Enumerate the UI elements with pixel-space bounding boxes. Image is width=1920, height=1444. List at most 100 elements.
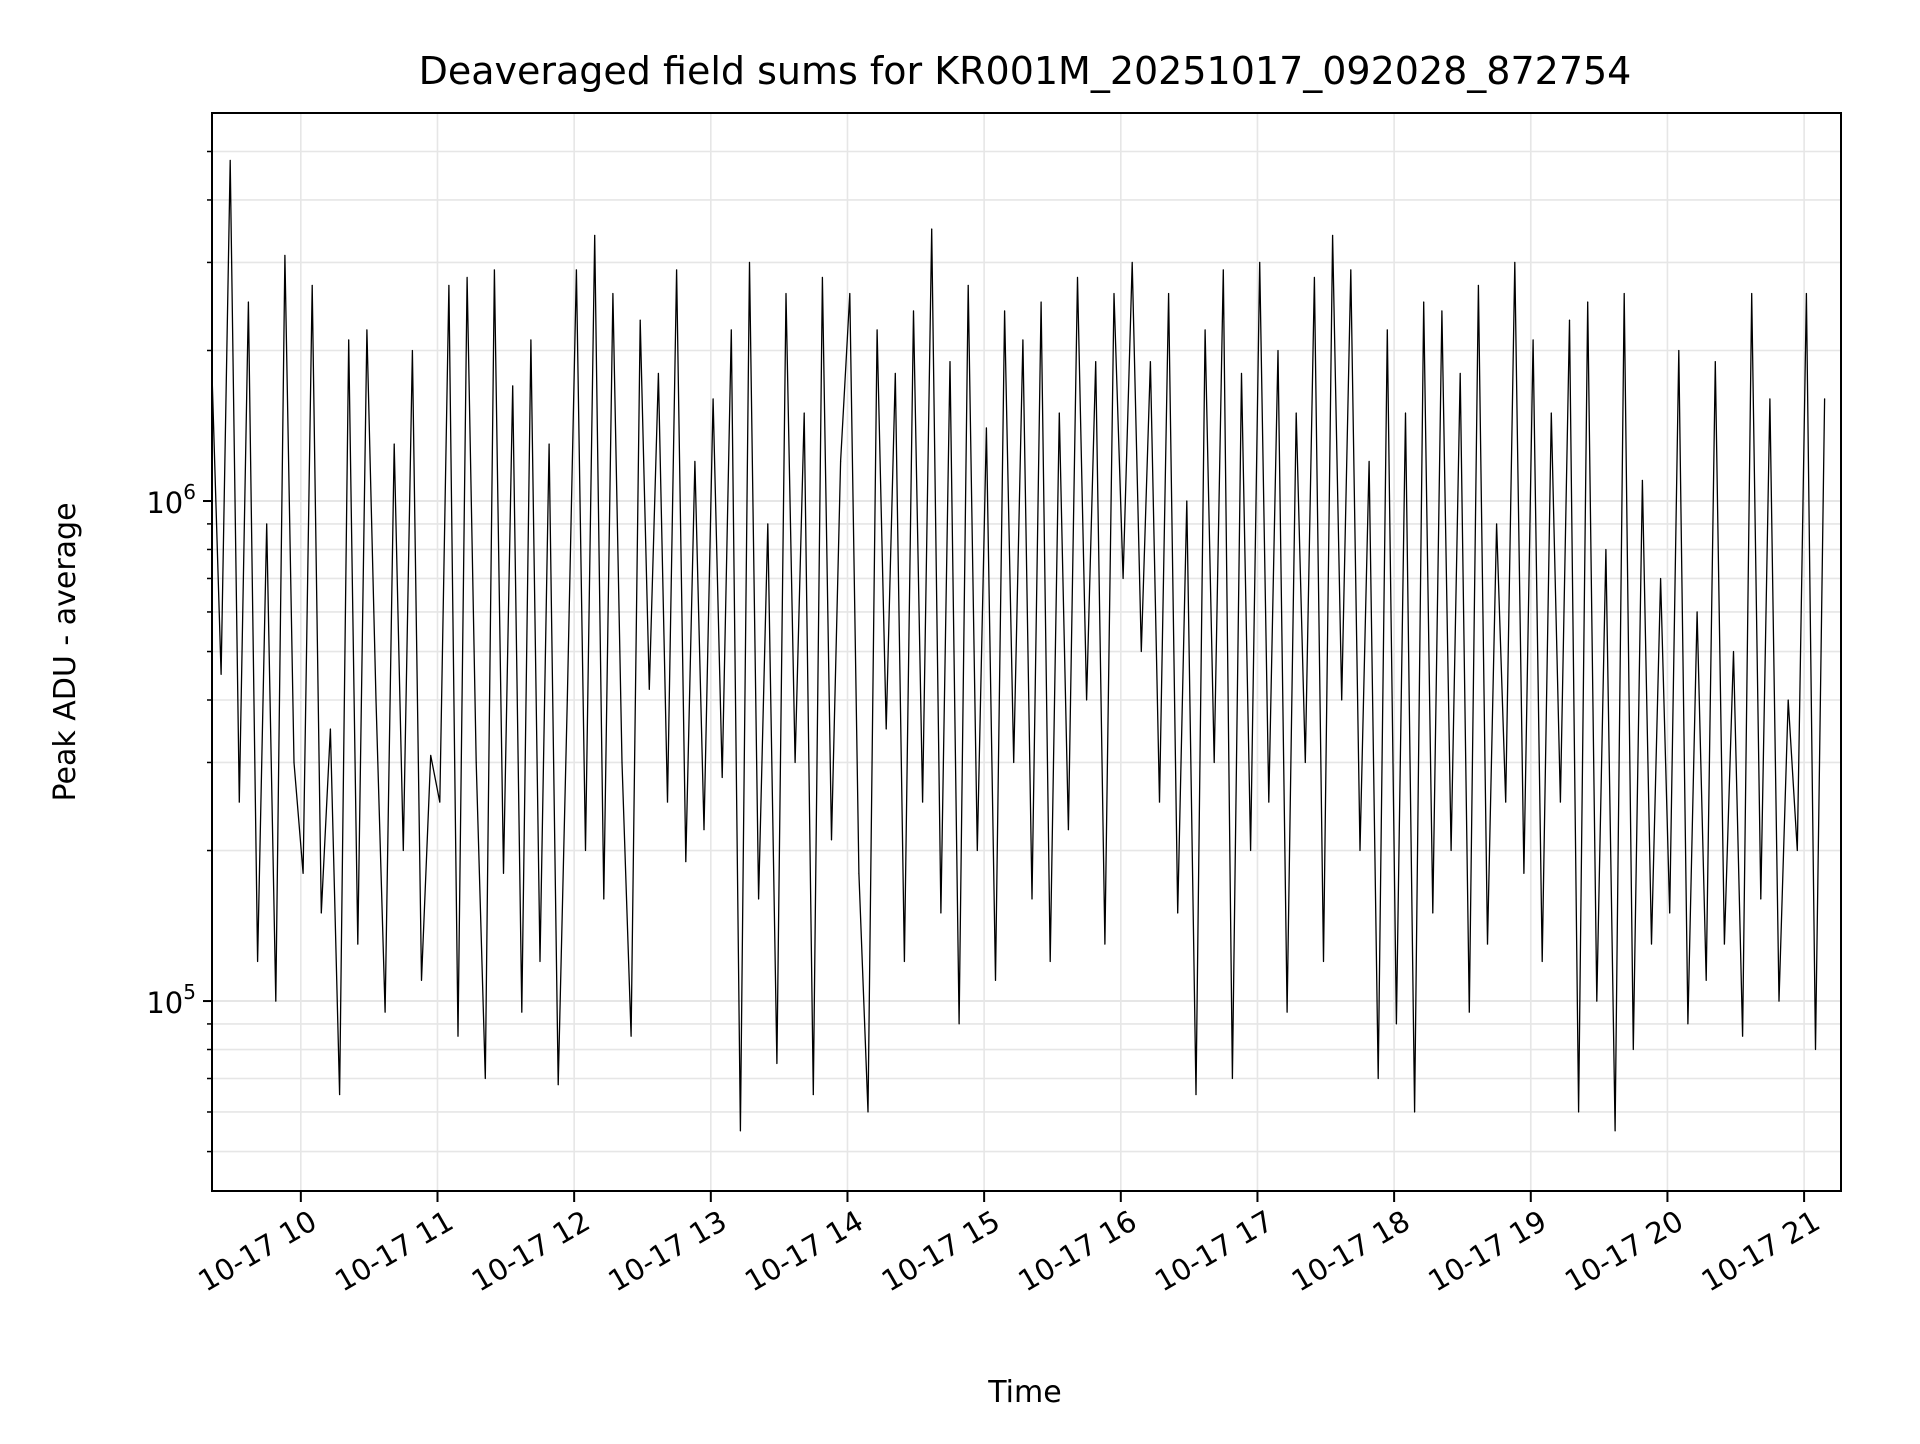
data-point <box>1723 943 1725 945</box>
data-point <box>940 912 942 914</box>
data-point <box>302 872 304 875</box>
data-point <box>1240 372 1243 374</box>
data-point <box>1787 699 1789 701</box>
data-point <box>1824 398 1826 400</box>
data-point <box>329 728 331 730</box>
data-point <box>1295 412 1297 414</box>
data-point <box>1204 329 1206 331</box>
data-point <box>603 898 605 900</box>
data-point <box>1532 339 1534 341</box>
data-point <box>1614 1130 1616 1132</box>
data-point <box>967 284 969 286</box>
data-point <box>1186 500 1188 502</box>
data-point <box>1268 801 1270 803</box>
data-point <box>1104 943 1106 945</box>
data-point <box>1541 960 1543 963</box>
data-point <box>931 228 933 230</box>
data-point <box>1304 761 1306 764</box>
data-point <box>1395 1023 1397 1025</box>
data-point <box>1332 234 1334 236</box>
data-point <box>739 1130 742 1132</box>
data-point <box>1732 650 1735 653</box>
data-point <box>994 979 997 982</box>
data-point <box>1222 269 1224 271</box>
data-point <box>767 523 769 525</box>
data-point <box>1131 261 1133 263</box>
data-point <box>548 443 550 445</box>
data-point <box>1514 261 1516 263</box>
x-tick-label: 10-17 19 <box>1422 1204 1552 1299</box>
data-point <box>1578 1111 1580 1113</box>
y-axis-label: Peak ADU - average <box>48 502 83 801</box>
data-point <box>1168 292 1170 295</box>
data-point <box>1587 301 1589 303</box>
data-point <box>1313 276 1315 278</box>
data-point <box>812 1094 814 1096</box>
data-point <box>694 460 696 462</box>
data-point <box>384 1011 386 1013</box>
data-point <box>1505 801 1507 803</box>
data-point <box>420 979 423 982</box>
x-tick-label: 10-17 13 <box>602 1204 732 1299</box>
data-point <box>430 754 432 757</box>
x-tick-label: 10-17 11 <box>329 1204 459 1299</box>
y-tick-label: 106 <box>146 480 196 520</box>
data-point <box>275 1000 277 1002</box>
data-point <box>803 412 805 414</box>
data-point <box>1195 1094 1197 1096</box>
data-point <box>1769 398 1771 400</box>
data-point <box>1414 1111 1416 1113</box>
data-point <box>1650 943 1653 945</box>
grid <box>212 113 1841 1191</box>
data-point <box>1286 1011 1288 1013</box>
data-point <box>1669 912 1671 914</box>
data-point <box>411 349 413 352</box>
data-point <box>985 427 988 429</box>
data-point <box>348 339 350 341</box>
data-point <box>439 801 441 803</box>
chart-title: Deaveraged field sums for KR001M_2025101… <box>419 49 1632 93</box>
data-point <box>375 699 377 701</box>
data-point <box>1177 912 1179 914</box>
data-point <box>1231 1077 1233 1080</box>
data-point <box>539 960 541 963</box>
data-point <box>1459 372 1461 374</box>
data-point <box>1432 912 1434 914</box>
data-point <box>867 1111 869 1113</box>
data-point <box>1814 1048 1817 1051</box>
data-point <box>976 849 978 852</box>
data-point <box>1095 361 1097 363</box>
data-point <box>475 761 477 764</box>
data-point <box>885 728 887 730</box>
data-point <box>849 292 851 295</box>
data-point <box>958 1023 960 1025</box>
y-tick-label: 105 <box>146 980 196 1020</box>
data-point <box>1058 412 1060 414</box>
data-point <box>1705 979 1707 982</box>
data-point <box>1477 284 1479 286</box>
data-point <box>821 276 824 278</box>
data-point <box>257 960 259 963</box>
data-point <box>566 699 568 701</box>
data-point <box>1250 849 1252 852</box>
data-series <box>211 159 1826 1132</box>
data-point <box>1322 960 1325 963</box>
data-point <box>1751 292 1753 295</box>
x-axis-label: Time <box>987 1375 1061 1410</box>
data-point <box>311 284 313 286</box>
data-point <box>502 872 505 875</box>
data-point <box>1022 339 1024 341</box>
data-point <box>676 269 678 271</box>
data-point <box>1796 849 1798 852</box>
data-point <box>339 1094 341 1096</box>
data-point <box>1641 479 1643 481</box>
data-point <box>266 523 268 525</box>
data-point <box>466 276 468 278</box>
x-tick-label: 10-17 14 <box>739 1204 869 1299</box>
data-point <box>639 319 641 321</box>
data-point <box>830 839 833 841</box>
data-point <box>1596 1000 1598 1002</box>
data-point <box>1805 292 1807 295</box>
data-point <box>1605 548 1607 551</box>
